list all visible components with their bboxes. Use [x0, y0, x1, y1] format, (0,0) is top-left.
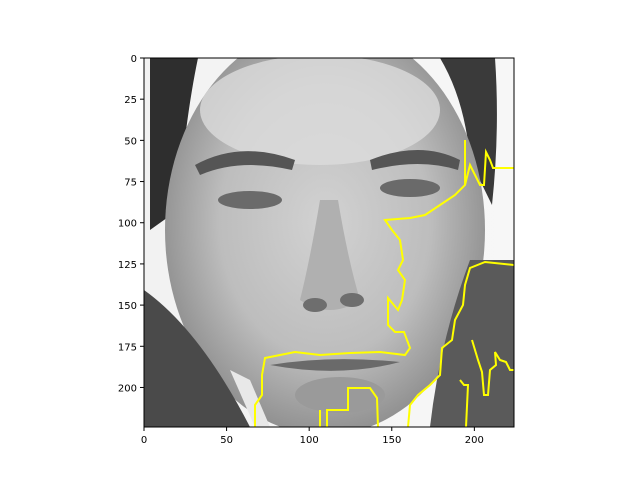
x-tick-label: 50 [220, 435, 233, 446]
y-tick-label: 75 [124, 178, 137, 189]
y-tick-label: 200 [118, 383, 137, 394]
x-tick-label: 150 [382, 435, 401, 446]
y-tick-label: 125 [118, 260, 137, 271]
y-tick-label: 175 [118, 342, 137, 353]
segmentation-boundaries [254, 140, 514, 427]
y-tick-label: 0 [131, 54, 137, 65]
x-tick-label: 100 [300, 435, 319, 446]
axes-frame [143, 57, 515, 428]
y-axis: 0 25 50 75 100 125 150 175 200 [118, 54, 144, 394]
x-axis: 0 50 100 150 200 [141, 427, 484, 446]
x-tick-label: 0 [141, 435, 147, 446]
y-tick-label: 25 [124, 95, 137, 106]
face-image [144, 58, 514, 427]
x-tick-label: 200 [465, 435, 484, 446]
y-tick-label: 150 [118, 301, 137, 312]
y-tick-label: 50 [124, 136, 137, 147]
y-tick-label: 100 [118, 219, 137, 230]
